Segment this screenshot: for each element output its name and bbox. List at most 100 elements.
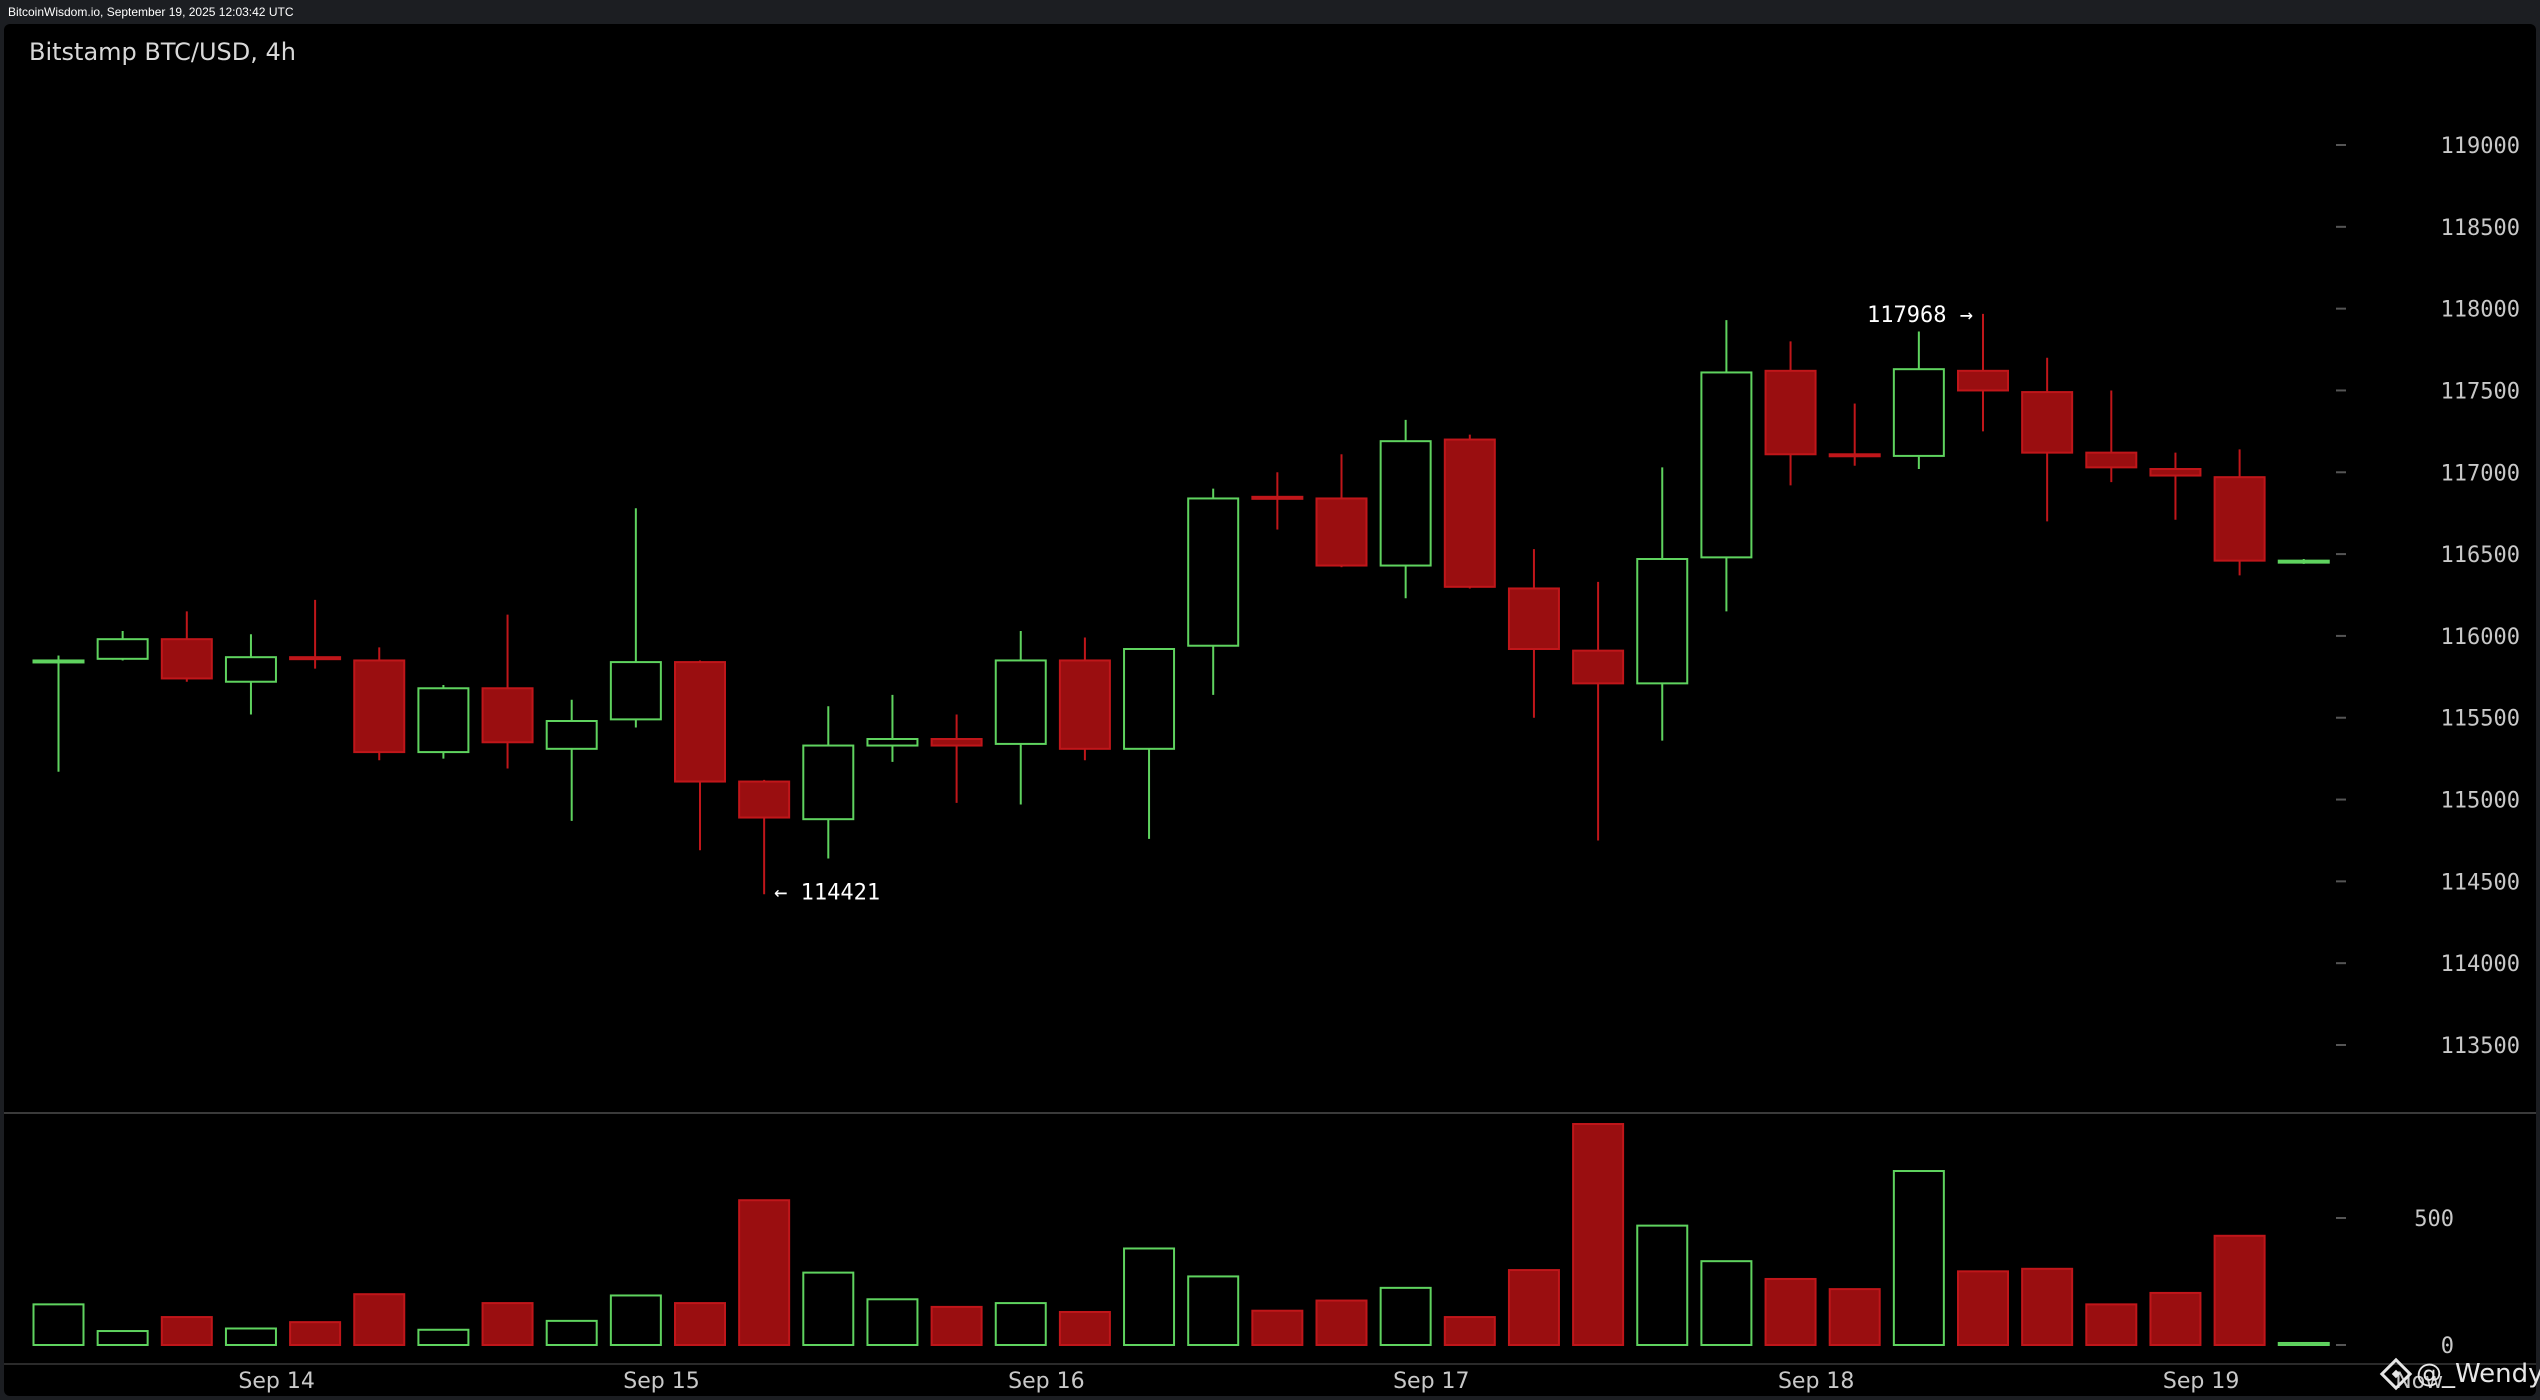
chart-panel <box>4 24 2536 1396</box>
candle <box>1700 320 1753 612</box>
date-label: Sep 18 <box>1778 1369 1854 1394</box>
candle <box>866 694 919 762</box>
candle <box>1443 434 1496 589</box>
date-label: Sep 16 <box>1008 1369 1084 1394</box>
price-tick-label: 115000 <box>2441 789 2520 814</box>
volume-bar <box>738 1199 791 1346</box>
price-tick-label: 114500 <box>2441 870 2520 895</box>
candle <box>1123 648 1176 839</box>
volume-bar <box>481 1302 534 1346</box>
price-tick-label: 118500 <box>2441 216 2520 241</box>
candle <box>1957 313 2009 432</box>
volume-bar <box>2149 1291 2202 1347</box>
volume-bar <box>1636 1224 1689 1346</box>
candle-body <box>160 638 213 680</box>
candle-body <box>802 744 855 821</box>
date-axis: Sep 14 Sep 15 Sep 16 Sep 17 Sep 18 Sep 19 Now <box>238 1369 2443 1394</box>
volume-bar <box>32 1303 85 1346</box>
volume-bar <box>289 1321 342 1347</box>
candle <box>1892 331 1945 469</box>
volume-tick-label: 500 <box>2414 1207 2454 1232</box>
candle-body <box>545 720 598 750</box>
candle <box>1187 488 1240 695</box>
candle-body <box>1764 369 1817 456</box>
candle <box>1379 419 1432 599</box>
date-label: Sep 14 <box>238 1369 314 1394</box>
candle <box>1636 467 1689 741</box>
candle-body <box>674 661 726 783</box>
watermark: @_Wendy <box>2379 1357 2540 1391</box>
volume-bar <box>1379 1286 1432 1346</box>
volume-axis: 0 500 <box>2336 1207 2454 1359</box>
price-tick-label: 117500 <box>2441 379 2520 404</box>
candle-body <box>2213 476 2266 562</box>
candle <box>481 614 534 769</box>
candles <box>32 313 2330 895</box>
annotations: ← 114421 117968 → <box>774 303 1973 905</box>
candle <box>2149 452 2202 520</box>
candle <box>1507 549 1560 718</box>
candle <box>545 699 598 821</box>
volume-bar <box>1251 1309 1304 1346</box>
candle-body <box>2277 559 2330 564</box>
price-tick-label: 116000 <box>2441 625 2520 650</box>
watermark-text: @_Wendy <box>2416 1359 2540 1389</box>
candle-body <box>481 687 534 744</box>
candle-body <box>96 638 149 660</box>
candle-body <box>32 659 85 664</box>
candle-body <box>1636 558 1689 685</box>
chart-title: Bitstamp BTC/USD, 4h <box>29 38 296 66</box>
candle-body <box>224 656 277 683</box>
candle-body <box>866 738 919 747</box>
candle-body <box>1892 368 1945 457</box>
volume-bar <box>609 1294 662 1346</box>
candle-body <box>930 738 983 747</box>
candle <box>160 611 213 682</box>
volume-bar <box>417 1328 470 1347</box>
candle <box>738 779 791 895</box>
price-tick-label: 119000 <box>2441 134 2520 159</box>
candle <box>674 660 726 851</box>
candle-body <box>353 659 406 754</box>
price-tick-label: 116500 <box>2441 543 2520 568</box>
candle <box>1315 454 1368 568</box>
candle-body <box>738 780 791 819</box>
price-annotation: 117968 → <box>1867 303 1973 328</box>
candle-body <box>1123 648 1176 750</box>
volume-bar <box>674 1302 726 1346</box>
volume-bar <box>545 1319 598 1346</box>
candle <box>353 647 406 761</box>
candle <box>2085 390 2138 483</box>
candle-body <box>1443 438 1496 588</box>
candle-body <box>2085 451 2138 469</box>
volume-bar <box>1187 1275 1240 1347</box>
volume-bar <box>1828 1288 1881 1346</box>
candle <box>2021 357 2074 522</box>
volume-bar <box>1443 1316 1496 1347</box>
volume-bar <box>866 1298 919 1347</box>
price-annotation: ← 114421 <box>774 880 880 905</box>
volume-bar <box>2021 1267 2074 1347</box>
volume-tick-label: 0 <box>2441 1334 2454 1359</box>
source-timestamp: BitcoinWisdom.io, September 19, 2025 12:… <box>0 0 2540 24</box>
candle <box>289 599 342 669</box>
candle <box>96 631 149 661</box>
candle-body <box>1315 497 1368 567</box>
price-tick-label: 114000 <box>2441 952 2520 977</box>
volume-bar <box>353 1293 406 1346</box>
candle-body <box>1700 371 1753 559</box>
volume-bar <box>802 1271 855 1346</box>
volume-bar <box>930 1305 983 1347</box>
volume-bar <box>1892 1170 1945 1347</box>
volume-bar <box>1764 1277 1817 1346</box>
price-tick-label: 118000 <box>2441 298 2520 323</box>
candle-body <box>1187 497 1240 647</box>
volume-bar <box>1058 1310 1111 1346</box>
volume-bar <box>2213 1234 2266 1347</box>
volume-bar <box>1123 1247 1176 1346</box>
candle-body <box>1379 440 1432 567</box>
candle <box>1828 403 1881 466</box>
candle-body <box>1507 587 1560 650</box>
price-axis: 113500 114000 114500 115000 115500 116000 1165… <box>2336 134 2520 1059</box>
